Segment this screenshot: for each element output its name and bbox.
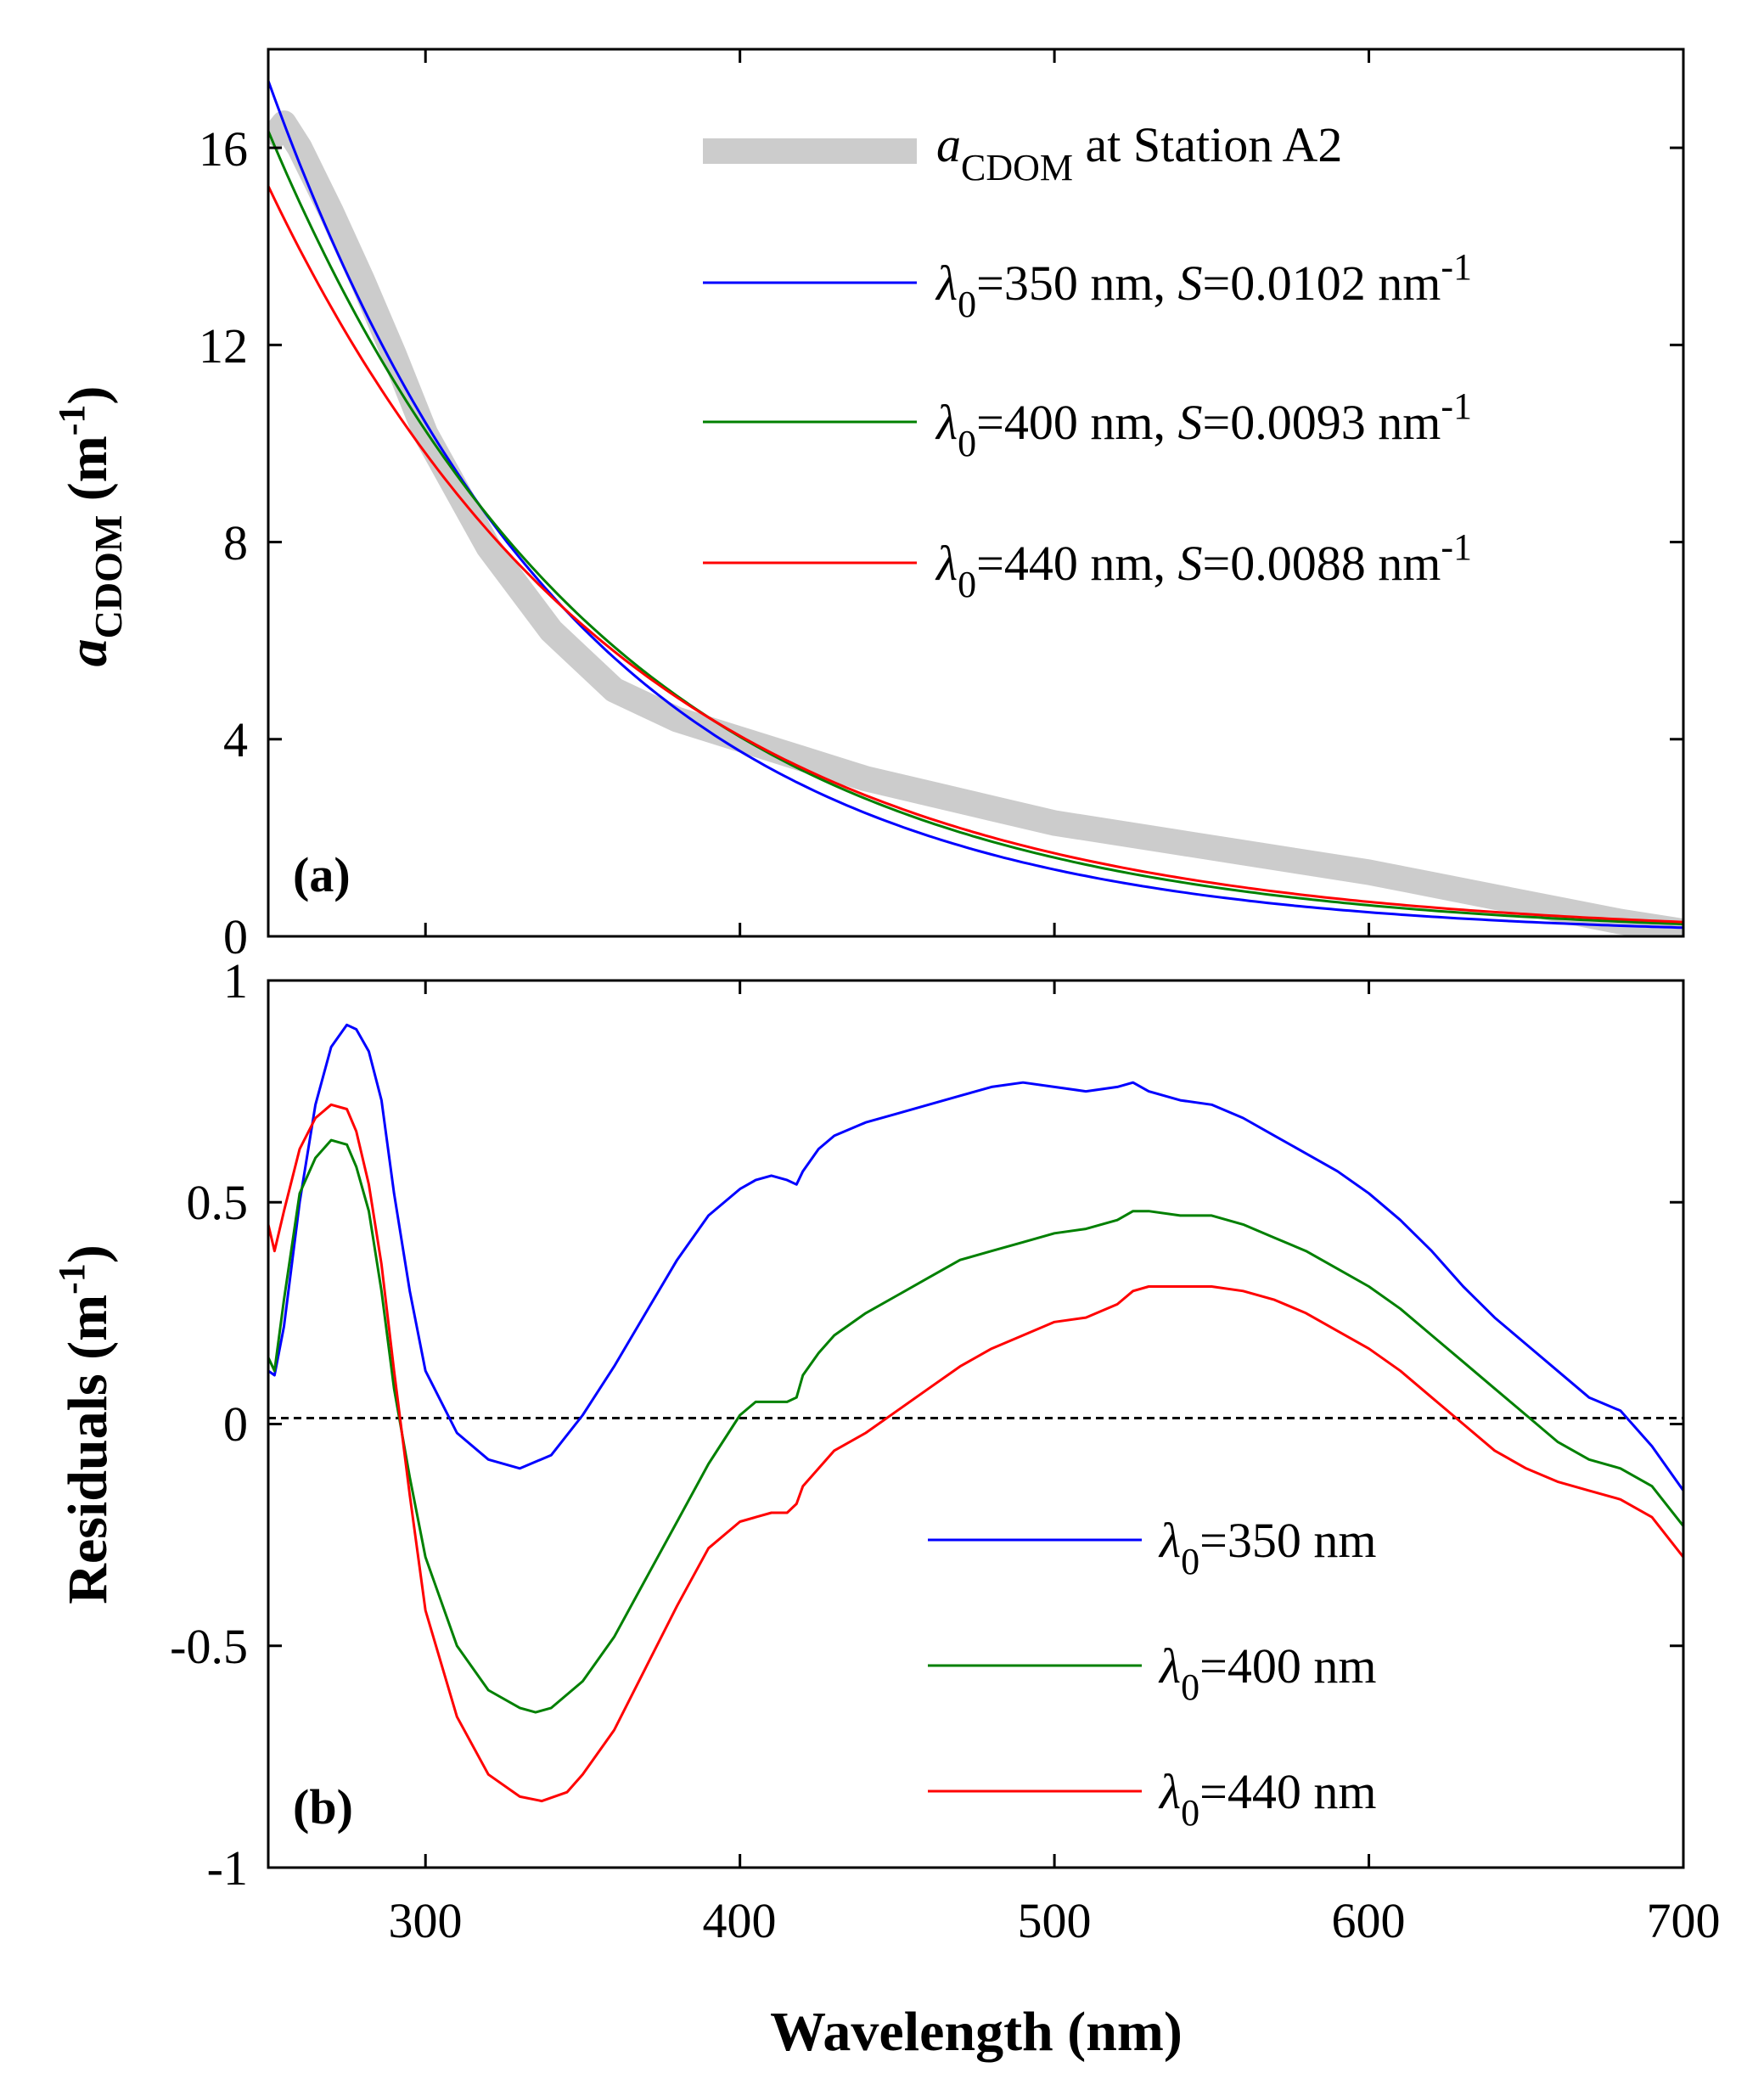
panel-a-frame (267, 48, 1685, 938)
xtick-label: 300 (389, 1893, 463, 1948)
panel-a-series (268, 80, 1683, 936)
panel-b-ticks (268, 979, 1685, 1869)
panel-a-ytick-label: 4 (223, 712, 248, 767)
series-residual-350 (268, 1023, 1683, 1492)
panel-a-ylabel: aCDOM (m-1) (51, 386, 130, 667)
panel-a-ticks (268, 49, 1685, 938)
panel-a-ytick-label: 8 (223, 515, 248, 570)
series-observed-acdom (268, 110, 1683, 936)
series-residual-400 (268, 1138, 1683, 1714)
panel-a-yticklabels: 0 4 8 12 16 (199, 121, 248, 964)
series-fit-350 (268, 80, 1683, 930)
panel-b-legend: λ0=350 nm λ0=400 nm λ0=440 nm (928, 1513, 1376, 1834)
panel-a: 0 4 8 12 16 aCDOM (m-1) (a) aCDOM at Sta… (51, 48, 1685, 964)
panel-b-ytick-label: 0 (223, 1396, 248, 1452)
panel-a-ytick-label: 16 (199, 121, 248, 177)
legend-label-b-400: λ0=400 nm (1158, 1638, 1376, 1708)
legend-label-b-440: λ0=440 nm (1158, 1764, 1376, 1834)
legend-label-350: λ0=350 nm, S=0.0102 nm-1 (935, 246, 1472, 325)
panel-b-label: (b) (293, 1779, 353, 1834)
panel-b-yticklabels: -1 -0.5 0 0.5 1 (170, 953, 248, 1896)
series-residual-440 (268, 1103, 1683, 1803)
panel-a-ytick-label: 12 (199, 318, 248, 374)
xtick-label: 700 (1647, 1893, 1721, 1948)
panel-a-label: (a) (293, 847, 351, 902)
legend-label-400: λ0=400 nm, S=0.0093 nm-1 (935, 385, 1472, 464)
x-axis-title: Wavelength (nm) (770, 2001, 1183, 2063)
panel-b-ytick-label: 1 (223, 953, 248, 1008)
series-fit-440 (268, 185, 1683, 924)
panel-b-xticklabels: 300 400 500 600 700 (389, 1893, 1721, 1948)
xtick-label: 400 (703, 1893, 777, 1948)
panel-b-ylabel: Residuals (m-1) (51, 1244, 119, 1604)
panel-b-ytick-label: -1 (207, 1840, 248, 1896)
panel-b: -1 -0.5 0 0.5 1 300 400 500 600 700 Resi… (51, 953, 1721, 2063)
legend-label-observed: aCDOM at Station A2 (936, 117, 1342, 188)
panel-a-legend: aCDOM at Station A2 λ0=350 nm, S=0.0102 … (703, 117, 1472, 605)
legend-label-440: λ0=440 nm, S=0.0088 nm-1 (935, 526, 1472, 605)
series-fit-400 (268, 130, 1683, 926)
panel-a-ytick-label: 0 (223, 909, 248, 964)
panel-b-frame (267, 979, 1685, 1869)
legend-label-b-350: λ0=350 nm (1158, 1513, 1376, 1582)
xtick-label: 600 (1332, 1893, 1406, 1948)
panel-b-ytick-label: 0.5 (187, 1175, 249, 1230)
panel-b-ytick-label: -0.5 (170, 1619, 248, 1674)
xtick-label: 500 (1018, 1893, 1092, 1948)
panel-b-series (268, 1023, 1683, 1803)
